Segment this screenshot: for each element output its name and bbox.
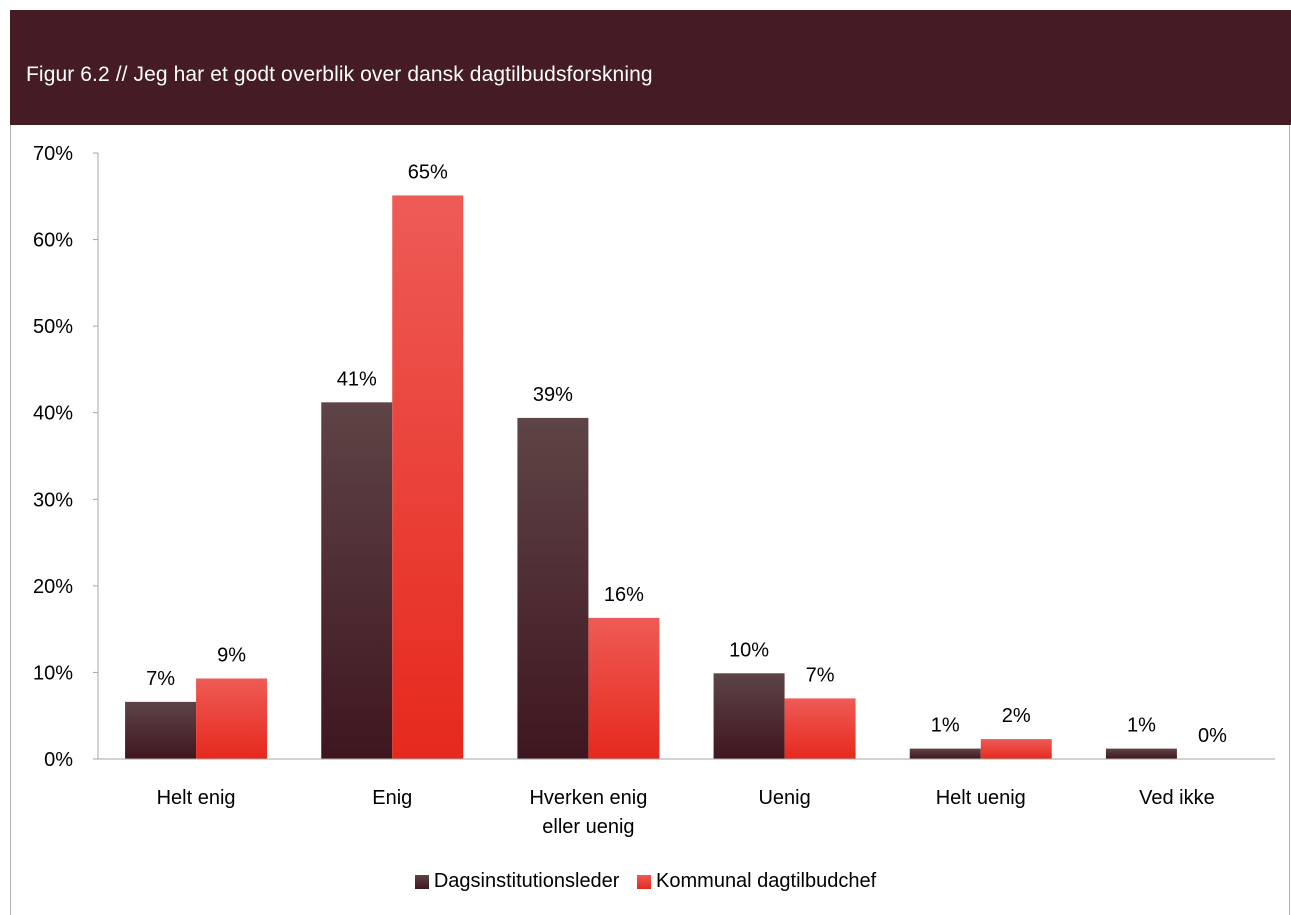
bar-2-2 [392,195,464,760]
data-label: 7% [806,664,835,686]
bar-1-6 [1105,748,1177,759]
chart-header: Figur 6.2 // Jeg har et godt overblik ov… [10,10,1291,125]
data-label: 9% [217,644,246,666]
legend-label-series-2: Kommunal dagtilbudchef [656,870,877,892]
data-label: 10% [729,639,769,661]
legend-swatch-series-2 [637,874,652,889]
bar-1-5 [909,748,981,759]
bar-1-2 [321,402,393,759]
legend-label-series-1: Dagsinstitutionsleder [433,870,620,892]
y-tick-label: 70% [33,143,73,165]
data-label: 7% [146,668,175,690]
bar-1-1 [125,701,197,759]
bar-2-1 [196,678,268,759]
y-tick-label: 10% [33,662,73,684]
y-tick-label: 0% [44,749,73,771]
legend-swatch-series-1 [414,874,429,889]
data-label: 65% [408,161,448,183]
y-tick-label: 30% [33,489,73,511]
chart-title: Figur 6.2 // Jeg har et godt overblik ov… [26,63,653,86]
data-label: 1% [1127,715,1156,737]
x-tick-label: eller uenig [542,816,634,838]
legend-item-series-1: Dagsinstitutionsleder [414,870,620,893]
chart-legend: Dagsinstitutionsleder Kommunal dagtilbud… [0,870,1291,895]
data-label: 0% [1198,725,1227,747]
bar-2-5 [980,739,1052,759]
x-tick-label: Helt uenig [936,787,1026,809]
y-tick-label: 60% [33,230,73,252]
frame-right-border [1289,125,1290,915]
bar-2-3 [588,617,660,759]
bar-1-3 [517,417,589,759]
data-label: 1% [931,715,960,737]
data-label: 41% [337,368,377,390]
bar-1-4 [713,673,785,759]
bar-2-4 [784,698,856,759]
data-label: 39% [533,384,573,406]
x-tick-label: Ved ikke [1139,787,1215,809]
y-tick-label: 40% [33,403,73,425]
x-tick-label: Helt enig [157,787,236,809]
data-label: 16% [604,584,644,606]
legend-item-series-2: Kommunal dagtilbudchef [637,870,876,893]
x-tick-label: Enig [372,787,412,809]
x-tick-label: Uenig [758,787,810,809]
data-label: 2% [1002,705,1031,727]
frame-left-border [10,125,11,915]
x-tick-label: Hverken enig [529,787,647,809]
y-tick-label: 20% [33,576,73,598]
y-tick-label: 50% [33,316,73,338]
